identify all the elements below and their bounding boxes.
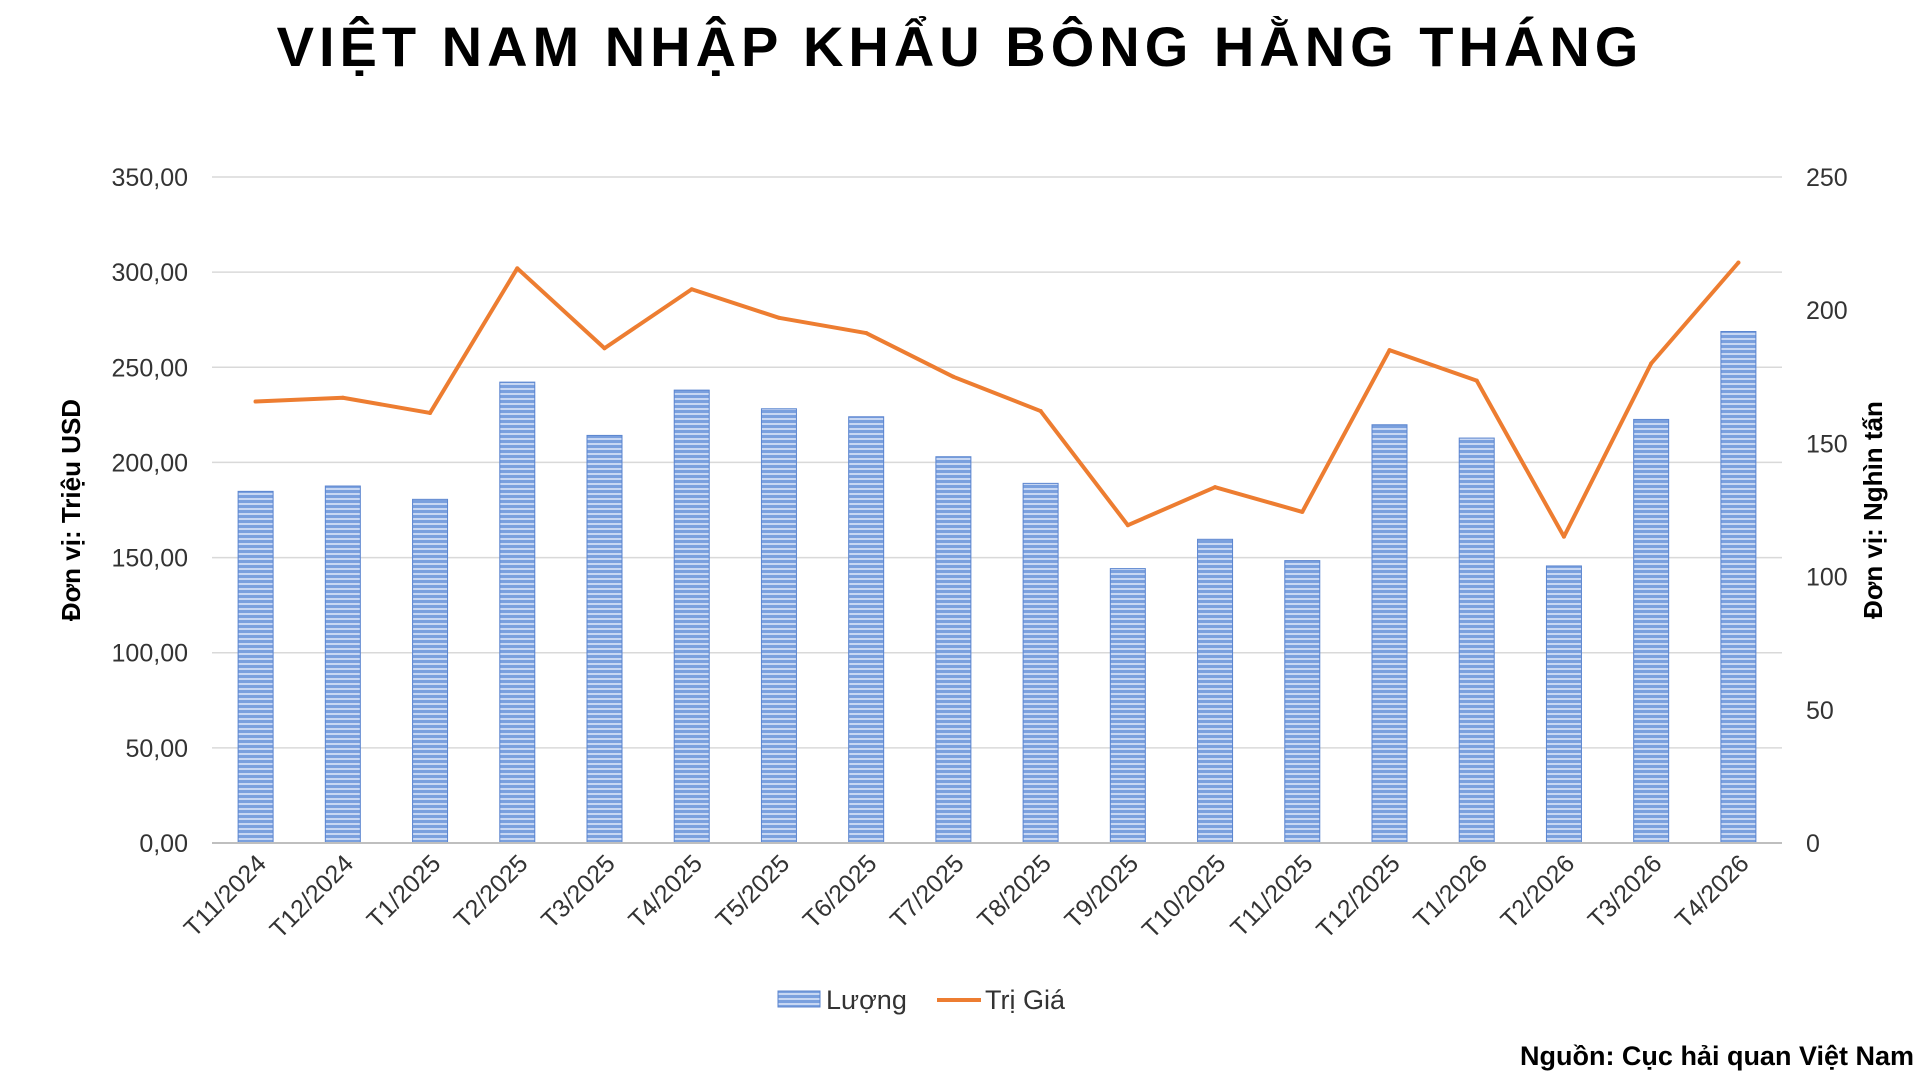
- x-tick-label: T1/2025: [362, 849, 447, 934]
- bar-T5/2025: [760, 408, 797, 844]
- y-left-tick-label: 150,00: [112, 545, 188, 573]
- legend: Lượng Trị Giá: [777, 985, 1066, 1015]
- bar-T4/2025: [673, 389, 710, 844]
- x-tick-label: T3/2026: [1583, 849, 1668, 934]
- x-tick-label: T8/2025: [972, 849, 1057, 934]
- bar-T12/2024: [324, 485, 361, 844]
- line-point-T9/2025: [1125, 523, 1130, 528]
- y-left-tick-label: 350,00: [112, 164, 188, 192]
- legend-swatch-bar: [777, 990, 821, 1008]
- x-tick-label: T5/2025: [711, 849, 796, 934]
- y-left-tick-label: 50,00: [125, 735, 188, 763]
- line-point-T2/2026: [1561, 534, 1566, 539]
- line-point-T11/2025: [1300, 509, 1305, 514]
- x-tick-label: T10/2025: [1137, 849, 1231, 943]
- line-point-T2/2025: [515, 266, 520, 271]
- bar-T8/2025: [1022, 482, 1059, 844]
- bar-T6/2025: [848, 416, 885, 844]
- y-right-tick-label: 100: [1806, 564, 1848, 592]
- line-point-T5/2025: [776, 315, 781, 320]
- x-tick-label: T12/2024: [265, 849, 360, 944]
- source-note: Nguồn: Cục hải quan Việt Nam: [1519, 1041, 1914, 1071]
- bar-T11/2025: [1284, 560, 1321, 844]
- y-left-tick-label: 0,00: [139, 830, 188, 858]
- x-tick-label: T2/2025: [449, 849, 534, 934]
- bar-T12/2025: [1371, 424, 1408, 844]
- bar-T2/2025: [499, 381, 536, 844]
- bar-T1/2026: [1458, 437, 1495, 844]
- bar-T4/2026: [1720, 331, 1757, 844]
- y-right-tick-label: 150: [1806, 430, 1848, 458]
- bar-T10/2025: [1197, 538, 1234, 844]
- y-left-tick-label: 200,00: [112, 449, 188, 477]
- x-tick-label: T12/2025: [1311, 849, 1405, 943]
- bar-T9/2025: [1109, 568, 1146, 844]
- chart-title: VIỆT NAM NHẬP KHẨU BÔNG HẰNG THÁNG: [276, 15, 1644, 78]
- line-point-T4/2026: [1736, 260, 1741, 265]
- line-point-T3/2025: [602, 346, 607, 351]
- x-tick-label: T1/2026: [1408, 849, 1493, 934]
- bar-T1/2025: [412, 498, 449, 844]
- y-left-tick-label: 300,00: [112, 259, 188, 287]
- x-tick-label: T6/2025: [798, 849, 883, 934]
- line-point-T12/2024: [340, 395, 345, 400]
- bar-T2/2026: [1545, 565, 1582, 844]
- y-right-tick-label: 0: [1806, 830, 1820, 858]
- line-point-T3/2026: [1649, 361, 1654, 366]
- x-tick-label: T11/2025: [1225, 849, 1318, 942]
- y-left-tick-label: 100,00: [112, 640, 188, 668]
- bar-series: [237, 331, 1757, 844]
- y-right-tick-label: 250: [1806, 164, 1848, 192]
- x-tick-label: T7/2025: [885, 849, 970, 934]
- y-right-axis-title: Đơn vị: Nghìn tấn: [1858, 401, 1888, 619]
- line-tri-gia: [253, 260, 1741, 539]
- line-point-T7/2025: [951, 374, 956, 379]
- x-tick-label: T4/2025: [623, 849, 708, 934]
- bar-T7/2025: [935, 456, 972, 844]
- x-tick-label: T3/2025: [536, 849, 621, 934]
- line-series: [253, 260, 1741, 539]
- line-point-T11/2024: [253, 399, 258, 404]
- y-left-tick-label: 250,00: [112, 354, 188, 382]
- x-tick-label: T9/2025: [1059, 849, 1144, 934]
- x-tick-label: T4/2026: [1670, 849, 1755, 934]
- line-point-T1/2025: [428, 410, 433, 415]
- line-point-T12/2025: [1387, 348, 1392, 353]
- legend-label-bar: Lượng: [826, 985, 907, 1015]
- line-point-T8/2025: [1038, 409, 1043, 414]
- legend-label-line: Trị Giá: [985, 985, 1066, 1015]
- y-right-tick-label: 200: [1806, 297, 1848, 325]
- bar-T3/2025: [586, 434, 623, 844]
- line-point-T4/2025: [689, 287, 694, 292]
- y-right-tick-label: 50: [1806, 697, 1834, 725]
- y-left-axis-title: Đơn vị: Triệu USD: [56, 399, 86, 621]
- x-tick-label: T11/2024: [179, 849, 272, 942]
- bar-T11/2024: [237, 490, 274, 844]
- line-point-T1/2026: [1474, 378, 1479, 383]
- line-point-T10/2025: [1213, 485, 1218, 490]
- x-tick-label: T2/2026: [1496, 849, 1581, 934]
- bar-T3/2026: [1633, 418, 1670, 844]
- line-point-T6/2025: [864, 331, 869, 336]
